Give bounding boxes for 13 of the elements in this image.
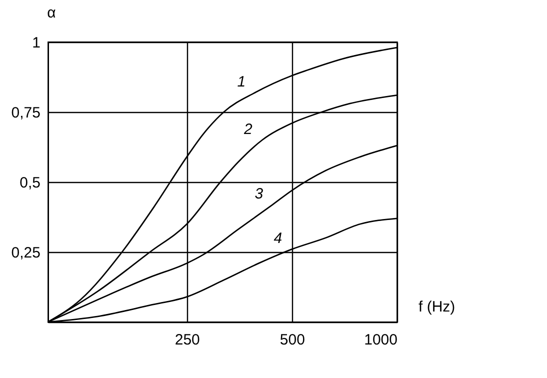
series-label: 2 xyxy=(243,121,254,138)
series-label: 1 xyxy=(237,73,246,90)
y-tick-label: 0,75 xyxy=(11,104,40,122)
x-tick-label: 1000 xyxy=(364,332,398,348)
y-tick-label: 0,5 xyxy=(20,174,40,192)
series-label: 3 xyxy=(254,185,264,202)
y-tick-label: 1 xyxy=(32,34,40,52)
x-axis-title: f (Hz) xyxy=(418,298,456,316)
y-tick-label: 0,25 xyxy=(11,244,40,262)
series-label: 4 xyxy=(274,230,282,248)
y-axis-title: α xyxy=(47,4,56,22)
x-tick-label: 250 xyxy=(174,332,200,348)
x-tick-label: 500 xyxy=(280,332,305,348)
